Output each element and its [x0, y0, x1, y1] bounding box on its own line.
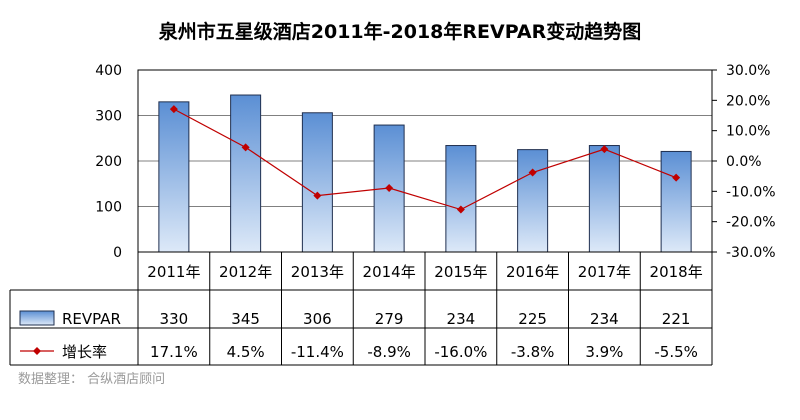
growth-point [313, 191, 322, 200]
table-cell-growth: 17.1% [150, 343, 198, 361]
bar [588, 145, 620, 253]
bar [517, 149, 549, 253]
growth-point [456, 205, 465, 214]
table-cell-growth: -3.8% [511, 343, 555, 361]
table-cell-growth: -16.0% [434, 343, 487, 361]
legend-bar-swatch [19, 310, 55, 326]
bar [158, 101, 190, 253]
x-tick-label: 2018年 [650, 263, 703, 281]
table-cell-growth: 3.9% [585, 343, 623, 361]
y-right-tick-label: 30.0% [726, 63, 770, 79]
table-cell-growth: -8.9% [367, 343, 411, 361]
y-left-tick-label: 200 [95, 154, 122, 170]
bar [301, 112, 333, 253]
chart-title: 泉州市五星级酒店2011年-2018年REVPAR变动趋势图 [158, 20, 641, 43]
growth-point [600, 145, 609, 154]
y-right-tick-label: 0.0% [726, 154, 762, 170]
bars [158, 94, 692, 253]
bar [445, 145, 477, 253]
table-cell-growth: -11.4% [291, 343, 344, 361]
growth-point [169, 105, 178, 114]
growth-point [385, 183, 394, 192]
x-tick-label: 2013年 [291, 263, 344, 281]
table-cell-revpar: 306 [303, 310, 332, 328]
table-cell-revpar: 234 [447, 310, 476, 328]
source-note: 数据整理： 合纵酒店顾问 [18, 372, 166, 387]
table-cell-revpar: 225 [518, 310, 547, 328]
y-right-tick-label: -20.0% [726, 215, 776, 231]
bar [230, 94, 262, 253]
legend-bar-label: REVPAR [62, 310, 121, 328]
table-cell-revpar: 279 [375, 310, 404, 328]
legend-line-marker [33, 347, 41, 355]
table-cell-revpar: 234 [590, 310, 619, 328]
x-tick-label: 2012年 [219, 263, 272, 281]
axes: 0 100 200 300 400 -30.0% -20.0% -10.0% 0.0% 10.0%… [95, 63, 775, 261]
y-right-tick-label: 20.0% [726, 93, 770, 109]
y-left-tick-label: 300 [95, 109, 122, 125]
table-cell-growth: -5.5% [654, 343, 698, 361]
y-left-tick-label: 0 [113, 245, 122, 261]
y-right-tick-label: -10.0% [726, 184, 776, 200]
bar [660, 150, 692, 253]
legend-line-label: 增长率 [62, 343, 107, 361]
table-cell-revpar: 345 [231, 310, 260, 328]
x-tick-label: 2017年 [578, 263, 631, 281]
y-right-tick-label: -30.0% [726, 245, 776, 261]
growth-point [672, 173, 681, 182]
data-table: 2011年 2012年 2013年 2014年 2015年 2016年 2017年 2018年… [9, 252, 713, 366]
table-cell-revpar: 330 [160, 310, 189, 328]
growth-point [528, 168, 537, 177]
growth-line [169, 105, 681, 214]
table-cell-growth: 4.5% [227, 343, 265, 361]
x-tick-label: 2014年 [363, 263, 416, 281]
y-right-tick-label: 10.0% [726, 124, 770, 140]
growth-point [241, 143, 250, 152]
x-tick-label: 2016年 [506, 263, 559, 281]
y-left-tick-label: 400 [95, 63, 122, 79]
x-tick-label: 2015年 [434, 263, 487, 281]
table-cell-revpar: 221 [662, 310, 691, 328]
grid [138, 69, 712, 207]
growth-line-path [173, 108, 677, 211]
y-left-tick-label: 100 [95, 200, 122, 216]
x-tick-label: 2011年 [147, 263, 200, 281]
